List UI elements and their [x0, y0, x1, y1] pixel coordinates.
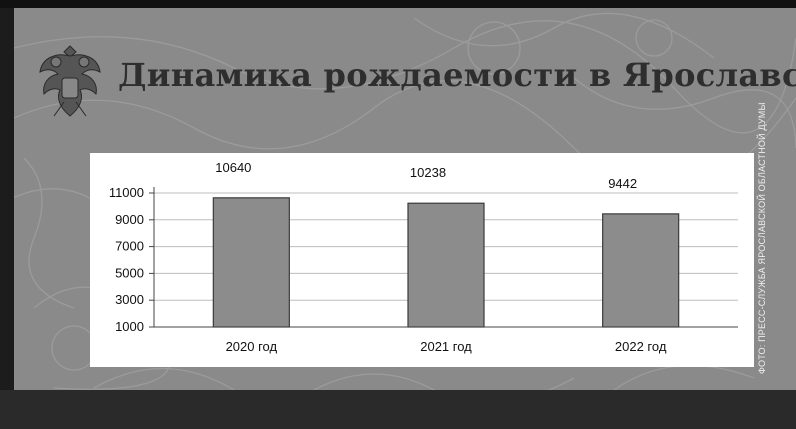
photo-credit: ФОТО: ПРЕСС-СЛУЖБА ЯРОСЛАВСКОЙ ОБЛАСТНОЙ…: [757, 102, 767, 374]
y-tick-label: 11000: [109, 185, 144, 200]
x-axis: 2020 год 2021 год 2022 год: [154, 326, 738, 354]
y-axis: 1000 3000 5000 7000 9000 11000: [109, 185, 155, 334]
x-category-label-1: 2020 год: [226, 339, 278, 354]
bottom-frame-edge: [0, 390, 796, 429]
top-frame-edge: [0, 0, 796, 8]
bars: [212, 197, 680, 328]
bar-2: [407, 202, 485, 328]
data-label-2: 10238: [410, 165, 446, 180]
data-label-1: 10640: [215, 160, 251, 175]
data-label-3: 9442: [608, 176, 637, 191]
y-tick-label: 7000: [115, 239, 144, 254]
bar-3: [602, 213, 680, 328]
y-tick-label: 5000: [115, 265, 144, 280]
chart-panel: 1000 3000 5000 7000 9000 11000 10640 10238 9442…: [90, 153, 754, 367]
y-tick-label: 3000: [115, 292, 144, 307]
bar-chart: 1000 3000 5000 7000 9000 11000 10640 10238 9442…: [109, 160, 738, 354]
double-headed-eagle-emblem-icon: [39, 45, 101, 117]
slide-title: Динамика рождаемости в Ярославской облас…: [118, 56, 796, 94]
y-tick-label: 1000: [115, 319, 144, 334]
x-category-label-3: 2022 год: [615, 339, 667, 354]
x-category-label-2: 2021 год: [420, 339, 472, 354]
presentation-slide: Динамика рождаемости в Ярославской облас…: [14, 8, 796, 390]
data-labels: 10640 10238 9442: [215, 160, 637, 191]
y-tick-label: 9000: [115, 212, 144, 227]
bar-1: [212, 197, 290, 328]
